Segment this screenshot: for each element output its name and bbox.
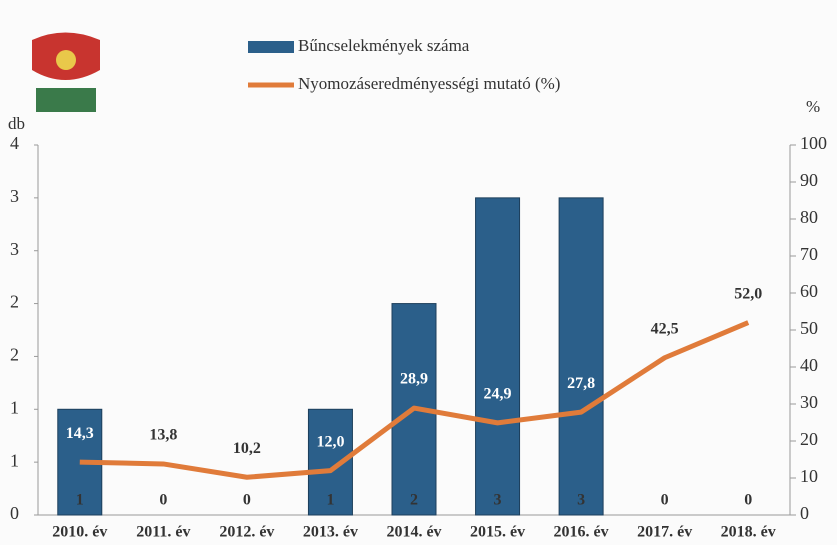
logo-emblem: [56, 50, 76, 70]
x-tick-label: 2018. év: [721, 524, 776, 541]
y2-tick-label: 90: [800, 170, 818, 190]
y2-tick-label: 10: [800, 466, 818, 486]
line-value-label: 14,3: [66, 425, 94, 442]
bar-value-label: 2: [410, 492, 418, 509]
y-tick-label: 4: [10, 133, 19, 153]
y2-tick-label: 80: [800, 207, 818, 227]
page: db % 0112233401020304050607080901002010.…: [0, 0, 837, 550]
line-value-label: 42,5: [651, 320, 679, 337]
line-value-label: 12,0: [316, 433, 344, 450]
y2-tick-label: 50: [800, 318, 818, 338]
x-tick-label: 2011. év: [136, 524, 190, 541]
x-tick-label: 2014. év: [386, 524, 441, 541]
y-tick-label: 3: [10, 186, 19, 206]
y2-axis-label: %: [806, 97, 820, 116]
bar-value-label: 0: [661, 492, 669, 509]
x-tick-label: 2017. év: [637, 524, 692, 541]
y2-tick-label: 60: [800, 281, 818, 301]
y2-tick-label: 20: [800, 429, 818, 449]
y2-tick-label: 0: [800, 503, 809, 523]
y-tick-label: 0: [10, 503, 19, 523]
line-value-label: 13,8: [149, 427, 177, 444]
legend-label: Nyomozáseredményességi mutató (%): [298, 74, 560, 93]
legend-label: Bűncselekmények száma: [298, 36, 470, 55]
y2-tick-label: 30: [800, 392, 818, 412]
y-tick-label: 1: [10, 397, 19, 417]
y-tick-label: 1: [10, 450, 19, 470]
line-value-label: 24,9: [484, 386, 512, 403]
line-value-label: 52,0: [734, 285, 762, 302]
y-tick-label: 2: [10, 292, 19, 312]
bar: [559, 198, 603, 515]
bar-value-label: 1: [76, 492, 84, 509]
bar-value-label: 0: [243, 492, 251, 509]
chart: db % 0112233401020304050607080901002010.…: [0, 0, 837, 545]
x-tick-label: 2013. év: [303, 524, 358, 541]
logo: [32, 33, 100, 113]
bar-value-label: 3: [577, 492, 585, 509]
y2-tick-label: 100: [800, 133, 827, 153]
y2-tick-label: 70: [800, 244, 818, 264]
y-tick-label: 3: [10, 239, 19, 259]
line-value-label: 27,8: [567, 375, 595, 392]
bar-value-label: 0: [744, 492, 752, 509]
x-tick-label: 2010. év: [52, 524, 107, 541]
bar: [476, 198, 520, 515]
x-tick-label: 2012. év: [219, 524, 274, 541]
bar-value-label: 1: [326, 492, 334, 509]
y-axis-label: db: [8, 114, 25, 133]
y2-tick-label: 40: [800, 355, 818, 375]
bar-value-label: 0: [159, 492, 167, 509]
y-tick-label: 2: [10, 345, 19, 365]
logo-base: [36, 88, 96, 112]
line-value-label: 10,2: [233, 440, 261, 457]
x-tick-label: 2016. év: [554, 524, 609, 541]
legend-swatch: [248, 41, 294, 53]
line-value-label: 28,9: [400, 371, 428, 388]
bar-value-label: 3: [494, 492, 502, 509]
x-tick-label: 2015. év: [470, 524, 525, 541]
